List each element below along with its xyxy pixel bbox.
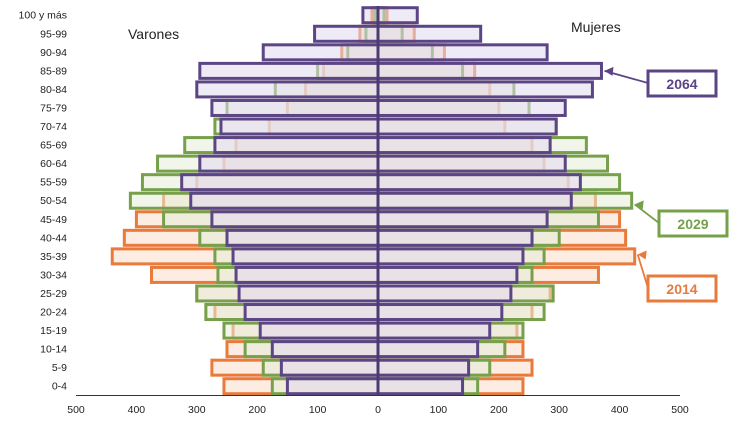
tick-label: 100 [430, 404, 448, 416]
age-label: 25-29 [40, 288, 67, 300]
bar-men-2064-70-74 [219, 117, 380, 136]
bars-layer [110, 6, 637, 396]
bar-men-2064-80-84 [195, 80, 380, 99]
legend-box [646, 69, 718, 98]
age-label: 20-24 [40, 307, 67, 319]
age-label: 40-44 [40, 232, 67, 244]
bar-men-2064-65-69 [213, 136, 380, 155]
bar-men-2064-20-24 [243, 303, 380, 322]
bar-women-2064-20-24 [376, 303, 504, 322]
legend-arrowhead [604, 66, 614, 76]
legend-arrowhead [637, 250, 647, 260]
tick-labels: 500 400 300 200 100 0 100 200 300 400 500 [67, 404, 689, 416]
bar-women-2064-35-39 [376, 247, 525, 266]
tick-label: 300 [550, 404, 568, 416]
bar-men-2064-5-9 [279, 358, 380, 377]
bar-women-2064-40-44 [376, 228, 534, 247]
bar-women-2064-85-89 [376, 61, 603, 80]
age-label: 95-99 [40, 28, 67, 40]
legend-2064: 2064 [604, 66, 718, 98]
age-label: 0-4 [52, 381, 67, 393]
age-label: 100 y más [19, 10, 67, 22]
bar-men-2064-10-14 [270, 340, 380, 359]
legend-box [646, 274, 718, 303]
bar-men-2064-25-29 [237, 284, 380, 303]
bar-women-2064-10-14 [376, 340, 480, 359]
legend-label: 2029 [677, 216, 708, 232]
bar-men-2064-75-79 [210, 98, 380, 117]
age-label: 90-94 [40, 47, 67, 59]
tick-label: 300 [188, 404, 206, 416]
legend-2014: 2014 [636, 250, 718, 303]
age-label: 30-34 [40, 269, 67, 281]
bar-women-2064-50-54 [376, 191, 573, 210]
legend: 2014 2029 2064 [604, 66, 729, 303]
bar-women-2064-90-94 [376, 43, 549, 62]
bar-women-2064-30-34 [376, 265, 519, 284]
age-label: 45-49 [40, 214, 67, 226]
age-label: 15-19 [40, 325, 67, 337]
tick-label: 200 [490, 404, 508, 416]
tick-label: 400 [611, 404, 629, 416]
bar-men-2064-30-34 [234, 265, 380, 284]
age-label: 35-39 [40, 251, 67, 263]
bar-women-2064-15-19 [376, 321, 492, 340]
tick-label: 0 [375, 404, 381, 416]
age-label: 5-9 [52, 362, 67, 374]
bar-men-2064-85-89 [198, 61, 380, 80]
bar-women-2064-60-64 [376, 154, 567, 173]
bar-men-2064-50-54 [189, 191, 380, 210]
legend-pointer [636, 254, 649, 289]
tick-label: 100 [309, 404, 327, 416]
age-label: 80-84 [40, 84, 67, 96]
bar-men-2064-45-49 [210, 210, 380, 229]
age-label: 75-79 [40, 102, 67, 114]
tick-label: 400 [128, 404, 146, 416]
bar-women-2064-80-84 [376, 80, 594, 99]
bar-men-2064-0-4 [285, 377, 380, 396]
age-label: 70-74 [40, 121, 67, 133]
bar-women-2064-45-49 [376, 210, 549, 229]
bar-men-2064-60-64 [198, 154, 380, 173]
bar-women-2064-100 y más [376, 6, 419, 25]
bar-women-2064-95-99 [376, 24, 483, 43]
age-label: 10-14 [40, 344, 67, 356]
tick-label: 500 [67, 404, 85, 416]
bar-men-2064-95-99 [313, 24, 380, 43]
legend-arrowhead [634, 200, 644, 210]
bar-women-2064-0-4 [376, 377, 465, 396]
bar-women-2064-75-79 [376, 98, 567, 117]
legend-label: 2014 [666, 281, 697, 297]
series-2064 [180, 6, 603, 396]
legend-box [657, 209, 729, 238]
age-label: 85-89 [40, 65, 67, 77]
age-label: 50-54 [40, 195, 67, 207]
legend-label: 2064 [666, 76, 697, 92]
bar-men-2064-15-19 [258, 321, 380, 340]
bar-men-2064-35-39 [231, 247, 380, 266]
right-title: Mujeres [571, 19, 621, 35]
age-label: 55-59 [40, 177, 67, 189]
bar-women-2064-65-69 [376, 136, 552, 155]
age-labels: 0-4 5-9 10-14 15-19 20-24 25-29 30-34 35-39 40-4… [19, 10, 68, 393]
age-label: 60-64 [40, 158, 67, 170]
bar-men-2064-100 y más [361, 6, 380, 25]
age-label: 65-69 [40, 140, 67, 152]
tick-label: 500 [671, 404, 689, 416]
bar-men-2064-90-94 [261, 43, 380, 62]
left-title: Varones [128, 26, 179, 42]
bar-women-2064-55-59 [376, 173, 582, 192]
bar-women-2064-70-74 [376, 117, 558, 136]
bar-men-2064-40-44 [225, 228, 380, 247]
bar-women-2064-5-9 [376, 358, 471, 377]
legend-pointer [634, 203, 660, 224]
bar-men-2064-55-59 [180, 173, 380, 192]
bar-women-2064-25-29 [376, 284, 513, 303]
legend-2029: 2029 [634, 200, 729, 238]
tick-label: 200 [248, 404, 266, 416]
